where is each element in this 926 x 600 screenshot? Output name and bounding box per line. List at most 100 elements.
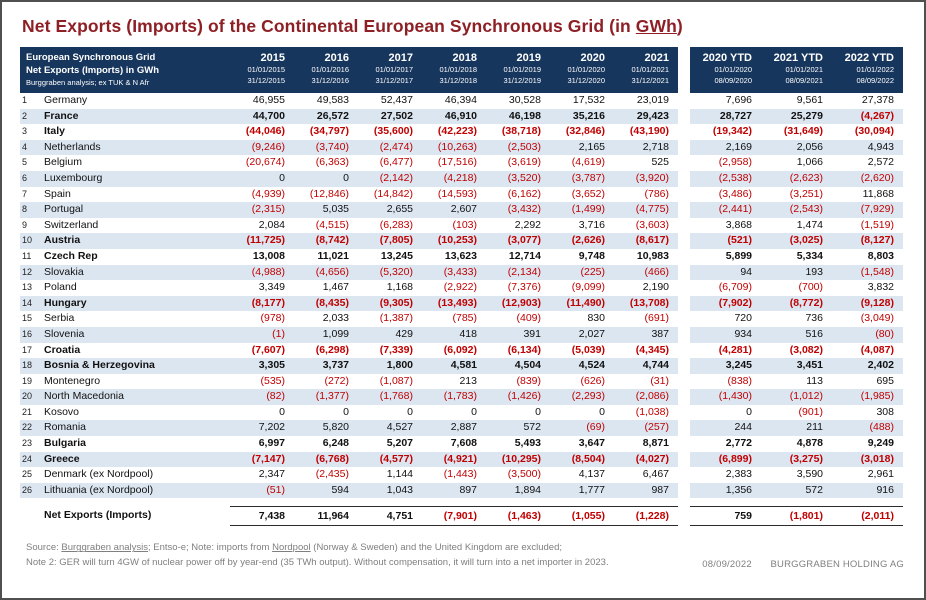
value-cell: 2,572 [867, 156, 894, 169]
total-value-cell: 759 [690, 506, 761, 527]
value-cell: (4,267) [832, 108, 903, 125]
corner-line-1: European Synchronous Grid [26, 52, 156, 63]
country-name: Portugal [40, 202, 230, 218]
value-cell: 7,202 [230, 420, 294, 437]
column-to-date: 31/12/2017 [375, 75, 413, 85]
column-header-2022-ytd: 2022 YTD 01/01/2022 08/09/2022 [832, 47, 903, 93]
column-gap [678, 452, 690, 468]
value-cell: (4,921) [422, 451, 486, 468]
country-name: Serbia [44, 312, 75, 325]
column-to-date: 31/12/2016 [311, 75, 349, 85]
value-cell: (2,543) [761, 202, 832, 218]
value-cell: (10,263) [422, 139, 486, 156]
table-corner-header: European Synchronous Grid Net Exports (I… [20, 47, 230, 93]
value-cell: (12,846) [309, 187, 349, 200]
value-cell: 1,099 [294, 326, 358, 343]
value-cell: 1,356 [690, 482, 761, 499]
value-cell: (3,432) [486, 202, 550, 218]
row-number: 18 [20, 358, 40, 374]
value-cell: (3,251) [789, 187, 823, 200]
column-header-2017: 2017 01/01/2017 31/12/2017 [358, 47, 422, 93]
value-cell: (1,387) [379, 312, 413, 325]
value-cell: 29,423 [614, 108, 678, 125]
column-header-2020-ytd: 2020 YTD 01/01/2020 08/09/2020 [690, 47, 761, 93]
value-cell: (4,281) [718, 343, 752, 356]
column-header-2021-ytd: 2021 YTD 01/01/2021 08/09/2021 [761, 47, 832, 93]
value-cell: (6,092) [443, 343, 477, 356]
row-number: 4 [20, 139, 40, 156]
column-header-2020: 2020 01/01/2020 31/12/2020 [550, 47, 614, 93]
value-cell: 572 [761, 482, 832, 499]
value-cell: 0 [343, 405, 349, 418]
value-cell: 7,696 [725, 94, 752, 106]
value-cell: (1,377) [294, 389, 358, 405]
value-cell: 2,607 [422, 202, 486, 218]
value-cell: (1,499) [550, 202, 614, 218]
value-cell: (521) [690, 233, 761, 249]
value-cell: (488) [832, 420, 903, 437]
column-gap [678, 389, 690, 405]
country-name: Netherlands [40, 139, 230, 156]
value-cell: (409) [516, 312, 541, 325]
row-number: 14 [20, 295, 40, 312]
footer-source-text: (Norway & Sweden) and the United Kingdom… [310, 542, 563, 554]
value-cell: 2,402 [832, 358, 903, 374]
value-cell: (2,626) [550, 233, 614, 249]
value-cell: 2,887 [422, 420, 486, 437]
total-value-cell: (2,011) [832, 506, 903, 527]
value-cell: (2,474) [358, 139, 422, 156]
value-cell: 6,467 [642, 468, 669, 481]
value-cell: (2,315) [230, 202, 294, 218]
country-name: Croatia [44, 343, 81, 356]
value-cell: 2,169 [690, 139, 761, 156]
country-name: Belgium [44, 156, 82, 169]
net-exports-table: European Synchronous Grid Net Exports (I… [20, 47, 910, 527]
value-cell: 1,066 [796, 156, 823, 169]
country-name: Slovenia [40, 326, 230, 343]
value-cell: (3,652) [571, 187, 605, 200]
value-cell: (691) [644, 312, 669, 325]
corner-line-3: Burggraben analysis; ex TUK & N Afr [26, 78, 150, 87]
value-cell: 1,777 [550, 482, 614, 499]
value-cell: 46,394 [444, 94, 477, 106]
value-cell: (8,177) [230, 295, 294, 312]
column-gap [678, 483, 690, 499]
table-row-austria: 10 Austria (11,725) (8,742) (7,805) (10,253)(… [20, 233, 910, 249]
column-to-date: 08/09/2020 [714, 75, 752, 85]
column-gap [678, 233, 690, 249]
row-number: 9 [22, 219, 28, 230]
table-row-belgium: 5 Belgium (20,674) (6,363) (6,477) (17,516) (3… [20, 155, 910, 171]
value-cell: (35,600) [373, 125, 413, 138]
column-year-label: 2021 [644, 52, 669, 64]
table-row-kosovo: 21 Kosovo 0 0 0 0 0 0 (1,038) 0 (901) 308 [20, 405, 910, 421]
value-cell: 2,056 [761, 139, 832, 156]
column-from-date: 01/01/2015 [247, 65, 285, 74]
total-value-cell: (1,463) [486, 506, 550, 527]
value-cell: (1,985) [832, 389, 903, 405]
value-cell: 1,474 [796, 218, 823, 231]
total-row: Net Exports (Imports) 7,438 11,964 4,751 (7,… [20, 506, 910, 527]
row-number: 1 [22, 95, 28, 105]
value-cell: (4,988) [230, 264, 294, 281]
value-cell: 0 [294, 170, 358, 187]
country-name: Montenegro [44, 374, 101, 387]
value-cell: (20,674) [245, 156, 285, 169]
total-value-cell: 4,751 [358, 506, 422, 527]
total-value-cell: (1,801) [761, 506, 832, 527]
value-cell: 193 [761, 264, 832, 281]
column-gap [678, 47, 690, 93]
footer-date: 08/09/2022 [702, 558, 752, 570]
row-number: 13 [22, 282, 33, 293]
value-cell: (2,538) [690, 170, 761, 187]
table-row-slovenia: 16 Slovenia (1) 1,099 429 418 391 2,027 387 934 51… [20, 326, 910, 343]
value-cell: (466) [614, 264, 678, 281]
column-from-date: 01/01/2022 [856, 65, 894, 74]
column-from-date: 01/01/2021 [631, 65, 669, 74]
value-cell: 49,583 [316, 94, 349, 106]
value-cell: (31) [650, 374, 669, 387]
value-cell: (8,617) [614, 233, 678, 249]
value-cell: (4,515) [315, 218, 349, 231]
column-gap [678, 155, 690, 171]
value-cell: 429 [358, 326, 422, 343]
value-cell: (3,740) [294, 139, 358, 156]
